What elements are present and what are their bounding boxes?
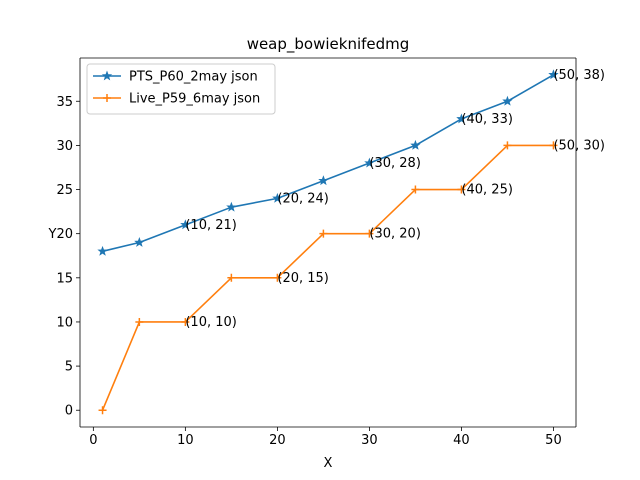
data-label: (40, 25) bbox=[461, 183, 512, 198]
data-point-2 bbox=[273, 273, 282, 282]
x-tick-label: 0 bbox=[89, 433, 97, 448]
data-label: (30, 28) bbox=[369, 156, 421, 171]
data-point-1 bbox=[318, 175, 329, 186]
x-tick-label: 20 bbox=[269, 433, 286, 448]
x-axis-label: X bbox=[324, 456, 333, 471]
data-point-1 bbox=[502, 95, 513, 106]
data-point-1 bbox=[456, 113, 467, 124]
x-tick-label: 10 bbox=[177, 433, 194, 448]
data-point-2 bbox=[549, 141, 558, 150]
data-point-1 bbox=[410, 139, 421, 150]
legend-box bbox=[86, 63, 276, 115]
y-tick-label: 35 bbox=[56, 95, 73, 110]
data-label: (10, 10) bbox=[185, 315, 237, 330]
data-point-2 bbox=[411, 185, 420, 194]
legend: PTS_P60_2may json Live_P59_6may json bbox=[86, 63, 276, 115]
legend-label-1: PTS_P60_2may json bbox=[129, 70, 258, 85]
data-point-1 bbox=[272, 192, 283, 203]
data-point-2 bbox=[98, 406, 107, 415]
data-point-2 bbox=[365, 229, 374, 238]
legend-marker-1 bbox=[101, 70, 113, 81]
y-tick-label: 30 bbox=[56, 139, 73, 154]
x-tick-label: 40 bbox=[453, 433, 470, 448]
chart-title: weap_bowieknifedmg bbox=[247, 35, 410, 54]
legend-marker-2 bbox=[103, 94, 111, 102]
data-point-2 bbox=[181, 317, 190, 326]
y-tick-label: 10 bbox=[56, 315, 73, 330]
data-point-2 bbox=[457, 185, 466, 194]
data-point-1 bbox=[548, 69, 559, 80]
data-label: (20, 24) bbox=[277, 191, 329, 206]
y-tick-label: 15 bbox=[56, 271, 73, 286]
data-point-1 bbox=[97, 245, 108, 256]
y-tick-label: 0 bbox=[65, 404, 73, 419]
plot-area: 0 10 20 30 40 50 0 5 10 15 Y20 25 30 35 (10, 21) (20, 2… bbox=[48, 57, 605, 448]
x-tick-label: 50 bbox=[545, 433, 562, 448]
data-point-2 bbox=[135, 317, 144, 326]
data-point-2 bbox=[503, 141, 512, 150]
data-point-1 bbox=[180, 219, 191, 230]
y-tick-label: 5 bbox=[65, 360, 73, 375]
data-label: (50, 38) bbox=[553, 68, 605, 83]
data-label: (40, 33) bbox=[461, 112, 512, 127]
data-point-1 bbox=[226, 201, 237, 212]
data-point-1 bbox=[134, 237, 145, 247]
data-label: (50, 30) bbox=[553, 138, 605, 153]
data-label: (30, 20) bbox=[369, 227, 421, 242]
data-point-2 bbox=[227, 273, 236, 282]
legend-label-2: Live_P59_6may json bbox=[129, 92, 260, 107]
x-tick-label: 30 bbox=[361, 433, 378, 448]
data-label: (20, 15) bbox=[277, 271, 329, 286]
y-tick-label: 25 bbox=[56, 183, 73, 198]
y-tick-label: Y20 bbox=[48, 227, 73, 242]
data-label: (10, 21) bbox=[185, 218, 237, 233]
data-point-2 bbox=[319, 229, 328, 238]
data-point-1 bbox=[364, 157, 375, 168]
